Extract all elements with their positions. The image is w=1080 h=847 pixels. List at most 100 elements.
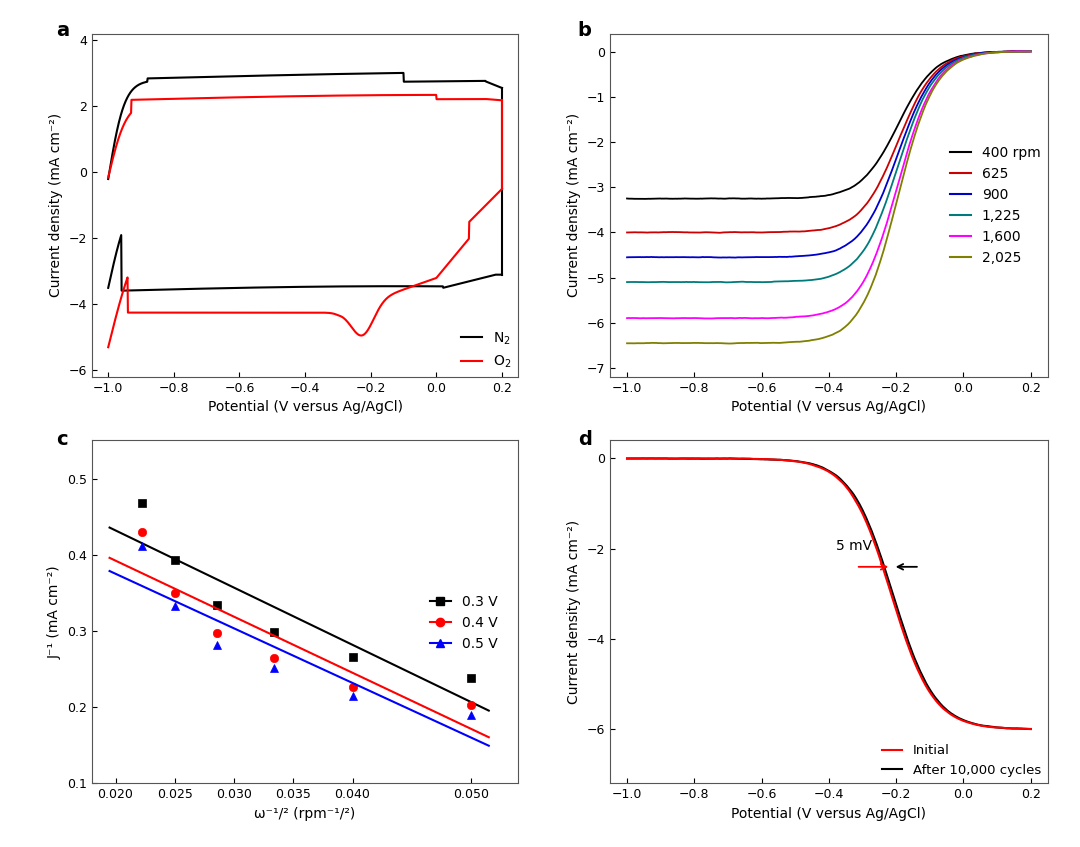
2,025 (878, 241, 891, 252)
625 (969, 48, 982, 58)
Initial (1023, 724, 1036, 734)
400 rpm (1024, 46, 1037, 56)
0.5 V (211, 639, 224, 650)
After 10,000 cycles (969, 719, 982, 729)
400 rpm (878, 145, 891, 155)
400 rpm (646, 194, 659, 204)
625 (1023, 47, 1036, 57)
Line: 1,225: 1,225 (627, 51, 1030, 282)
400 rpm (969, 48, 982, 58)
Line: 900: 900 (627, 52, 1030, 257)
0.3 V (135, 498, 148, 508)
2,025 (866, 278, 879, 288)
1,600 (878, 224, 891, 235)
900 (928, 72, 941, 82)
After 10,000 cycles (878, 563, 891, 573)
Y-axis label: J⁻¹ (mA cm⁻²): J⁻¹ (mA cm⁻²) (48, 565, 62, 659)
1,225 (878, 201, 891, 211)
Initial (969, 719, 982, 729)
1,600 (646, 313, 659, 324)
0.4 V (211, 628, 224, 639)
625 (1024, 47, 1037, 57)
Initial (855, 507, 868, 518)
0.3 V (346, 652, 359, 662)
After 10,000 cycles (621, 453, 634, 463)
Line: 1,600: 1,600 (627, 51, 1030, 318)
Y-axis label: Current density (mA cm⁻²): Current density (mA cm⁻²) (567, 113, 581, 297)
2,025 (855, 301, 868, 311)
Legend: 400 rpm, 625, 900, 1,225, 1,600, 2,025: 400 rpm, 625, 900, 1,225, 1,600, 2,025 (950, 146, 1041, 265)
900 (714, 252, 727, 263)
0.4 V (464, 700, 477, 710)
900 (969, 49, 982, 59)
0.5 V (267, 662, 280, 673)
Initial (928, 693, 941, 703)
1,225 (1024, 46, 1037, 56)
1,600 (866, 257, 879, 268)
400 rpm (855, 174, 868, 185)
Line: After 10,000 cycles: After 10,000 cycles (627, 458, 1030, 729)
After 10,000 cycles (855, 504, 868, 514)
400 rpm (633, 194, 646, 204)
625 (878, 167, 891, 177)
400 rpm (928, 64, 941, 75)
2,025 (646, 338, 659, 348)
Line: 0.4 V: 0.4 V (137, 528, 475, 709)
Initial (681, 453, 694, 463)
0.3 V (211, 600, 224, 610)
X-axis label: ω⁻¹/² (rpm⁻¹/²): ω⁻¹/² (rpm⁻¹/²) (255, 807, 355, 821)
After 10,000 cycles (928, 690, 941, 700)
Legend: N$_2$, O$_2$: N$_2$, O$_2$ (461, 330, 512, 370)
0.4 V (267, 652, 280, 662)
625 (646, 227, 659, 237)
900 (1013, 47, 1026, 57)
Text: b: b (578, 21, 592, 40)
900 (621, 252, 634, 263)
Line: 400 rpm: 400 rpm (627, 51, 1030, 199)
1,225 (866, 230, 879, 240)
2,025 (969, 51, 982, 61)
Initial (1024, 724, 1037, 734)
Line: 0.3 V: 0.3 V (137, 499, 475, 683)
0.4 V (168, 588, 181, 598)
Text: a: a (56, 21, 69, 40)
1,600 (621, 313, 634, 324)
0.5 V (464, 710, 477, 720)
1,600 (1024, 47, 1037, 57)
X-axis label: Potential (V versus Ag/AgCl): Potential (V versus Ag/AgCl) (731, 401, 927, 414)
625 (621, 227, 634, 237)
2,025 (1023, 47, 1036, 57)
Initial (621, 453, 634, 463)
625 (855, 204, 868, 214)
After 10,000 cycles (866, 529, 879, 539)
Y-axis label: Current density (mA cm⁻²): Current density (mA cm⁻²) (49, 113, 63, 297)
900 (646, 252, 659, 262)
1,600 (855, 279, 868, 289)
400 rpm (1012, 46, 1025, 56)
625 (712, 228, 725, 238)
0.3 V (464, 673, 477, 684)
900 (878, 184, 891, 194)
900 (855, 226, 868, 236)
2,025 (928, 83, 941, 93)
0.4 V (135, 527, 148, 537)
1,225 (855, 247, 868, 257)
Line: Initial: Initial (627, 458, 1030, 729)
Text: c: c (56, 430, 68, 449)
Text: 5 mV: 5 mV (836, 540, 872, 553)
Initial (866, 533, 879, 543)
After 10,000 cycles (646, 453, 659, 463)
2,025 (621, 338, 634, 348)
1,225 (969, 50, 982, 60)
Line: 2,025: 2,025 (627, 52, 1030, 344)
Legend: 0.3 V, 0.4 V, 0.5 V: 0.3 V, 0.4 V, 0.5 V (424, 590, 503, 656)
After 10,000 cycles (1024, 724, 1037, 734)
After 10,000 cycles (622, 453, 635, 463)
Initial (646, 453, 659, 463)
Line: 0.5 V: 0.5 V (137, 541, 475, 719)
400 rpm (866, 163, 879, 174)
1,600 (1010, 46, 1023, 56)
X-axis label: Potential (V versus Ag/AgCl): Potential (V versus Ag/AgCl) (207, 401, 403, 414)
1,225 (719, 277, 732, 287)
X-axis label: Potential (V versus Ag/AgCl): Potential (V versus Ag/AgCl) (731, 807, 927, 821)
